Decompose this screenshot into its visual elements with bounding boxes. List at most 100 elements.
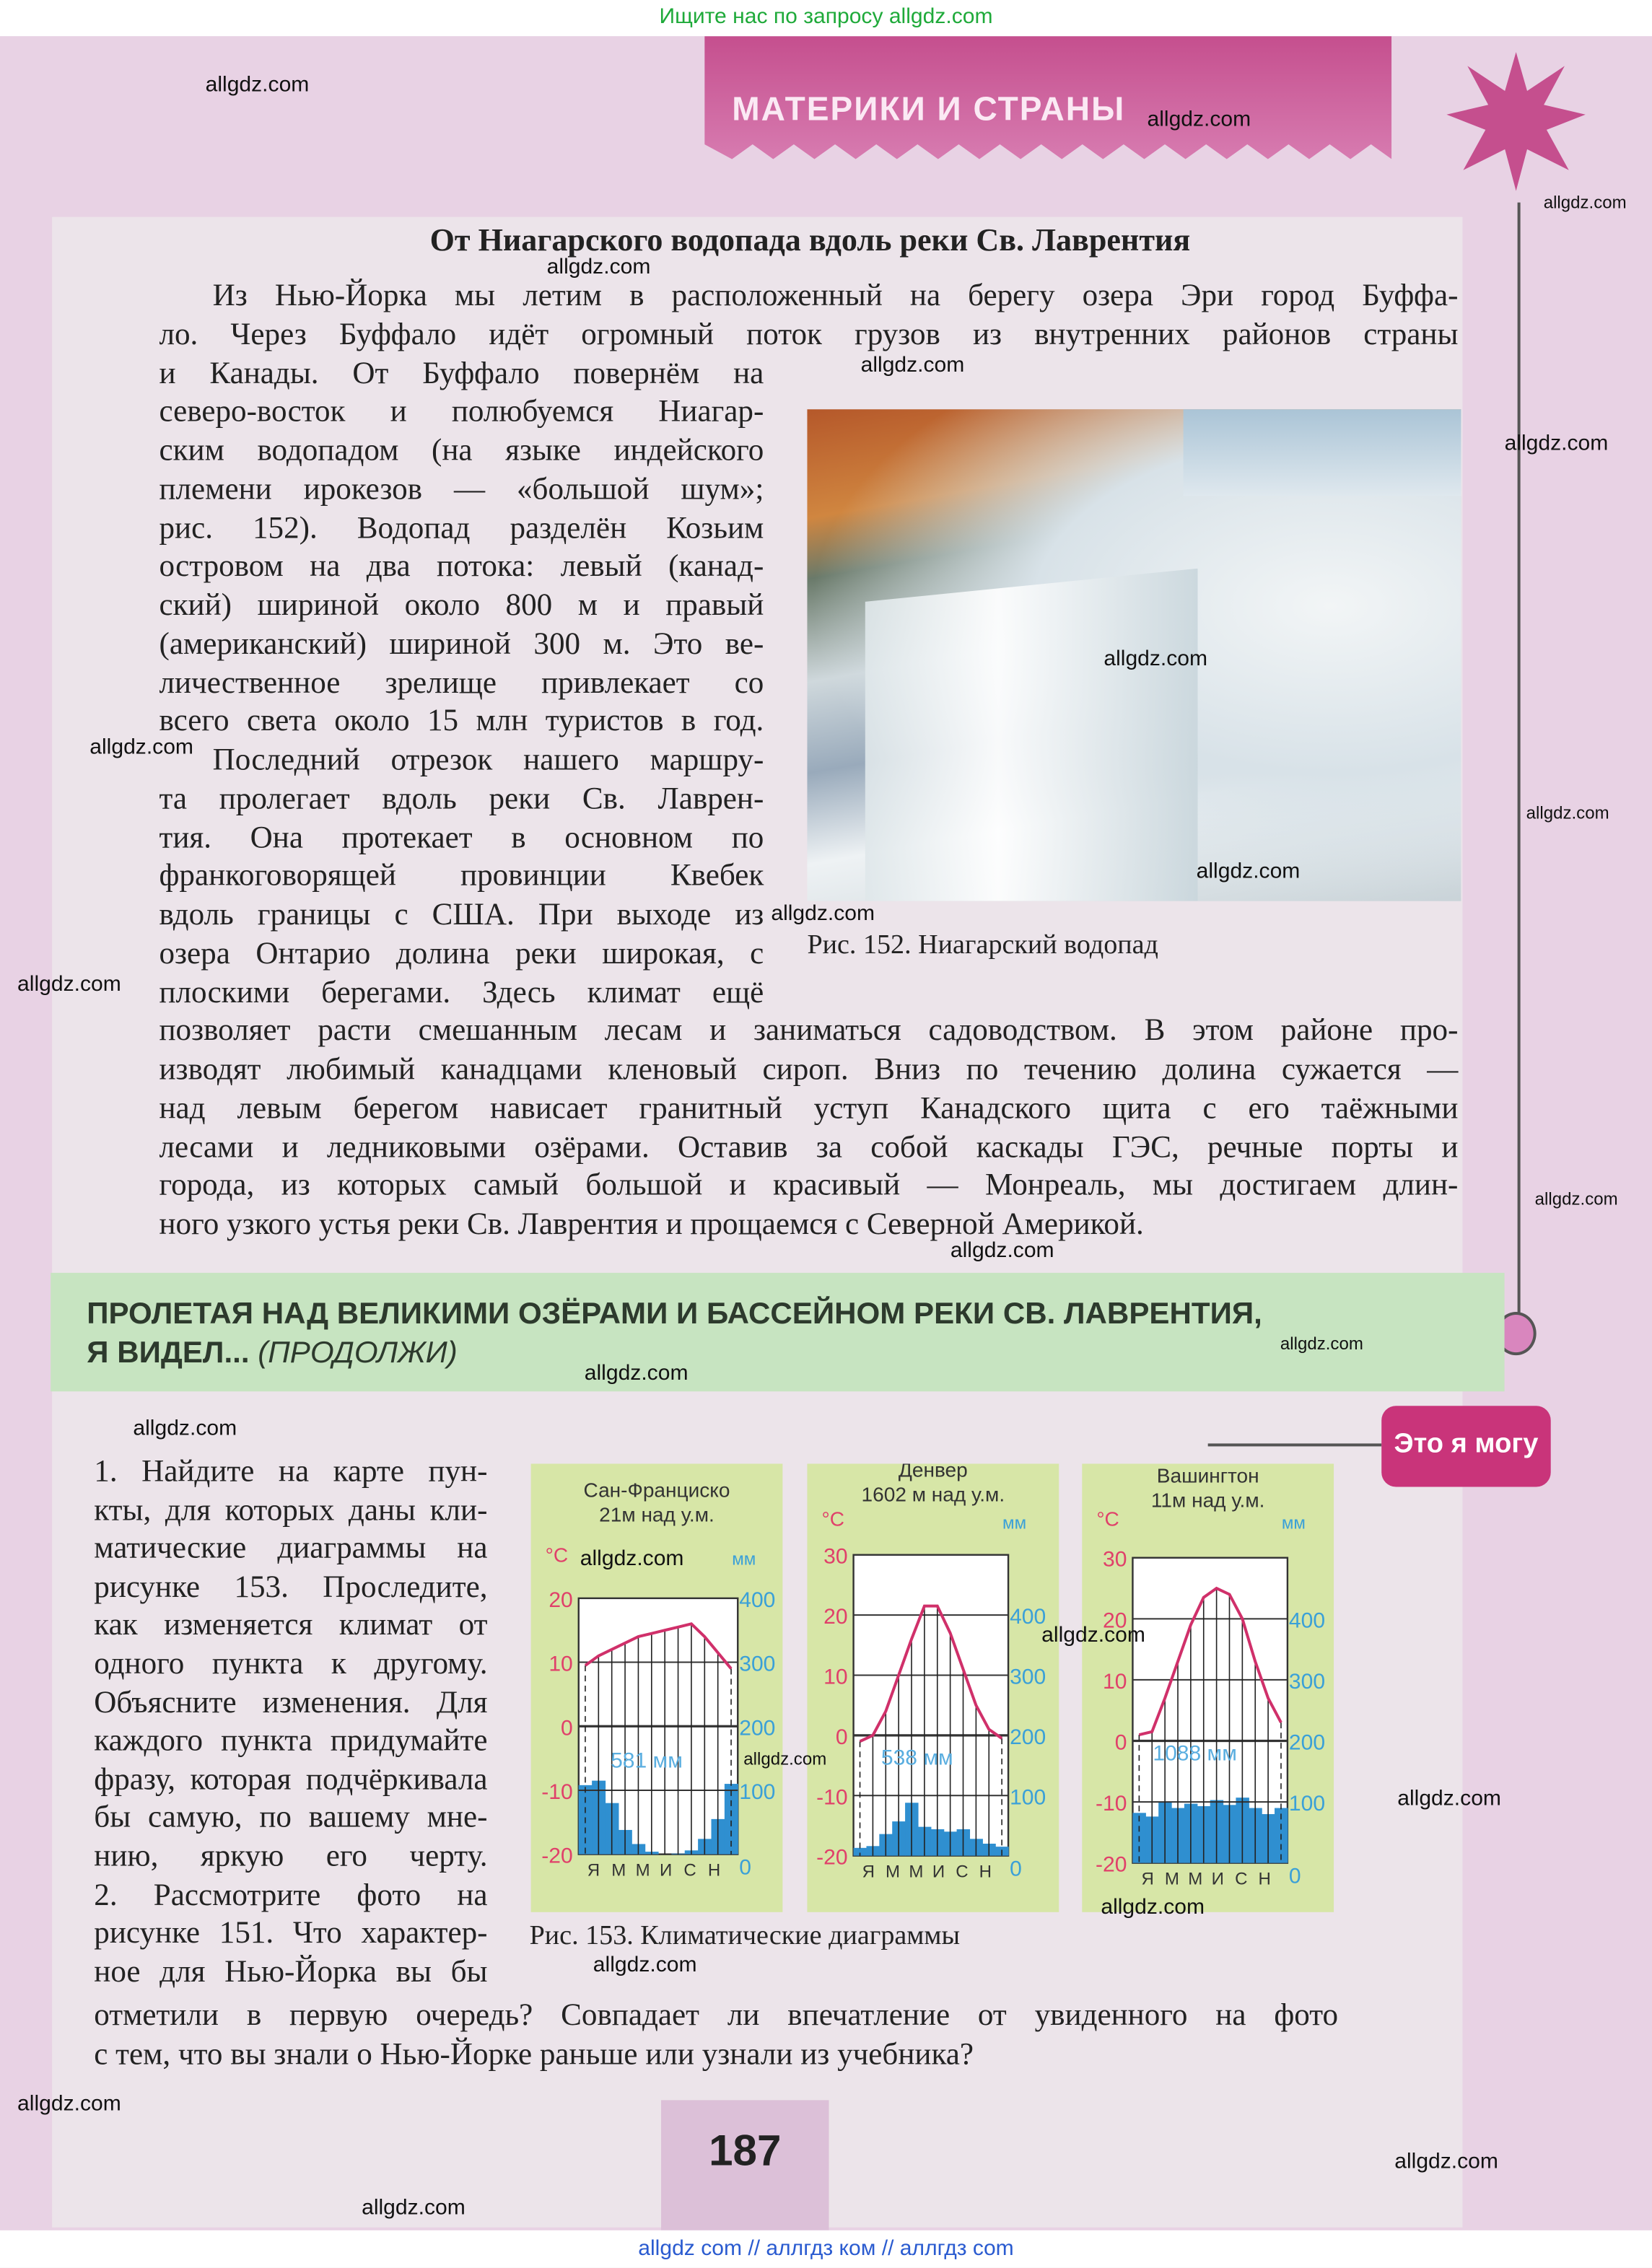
task-line: рисунке 153. Проследите,	[94, 1569, 488, 1604]
watermark: allgdz.com	[17, 2091, 121, 2116]
precip-tick-label: 300	[1010, 1665, 1046, 1689]
chart-subtitle: 21м над у.м.	[599, 1504, 714, 1526]
precip-tick-label: 200	[1289, 1731, 1325, 1755]
watermark: allgdz.com	[1103, 646, 1208, 672]
watermark: allgdz.com	[1394, 2149, 1498, 2174]
precip-tick-label: 200	[739, 1716, 775, 1740]
task-line: Объясните изменения. Для	[94, 1684, 488, 1720]
climate-chart-washington: Вашингтон 11м над у.м. °C мм 30 20 10 0 -10 -20 40…	[1082, 1463, 1334, 1912]
task-line: нию, яркую его черту.	[94, 1838, 488, 1873]
month-label: М	[611, 1861, 626, 1880]
plot-area	[852, 1554, 1010, 1857]
annual-precipitation: 581 мм	[611, 1748, 683, 1772]
article-line: Последний отрезок нашего маршру-	[212, 742, 764, 777]
bottom-banner[interactable]: allgdz com // аллгдз ком // аллгдз com	[0, 2230, 1652, 2268]
watermark: allgdz.com	[1196, 859, 1301, 884]
month-label: Я	[862, 1862, 875, 1882]
photo-sky	[1183, 409, 1461, 496]
top-banner[interactable]: Ищите нас по запросу allgdz.com	[0, 0, 1652, 37]
watermark: allgdz.com	[1526, 802, 1609, 823]
month-label: М	[1188, 1870, 1202, 1889]
temp-tick-label: 0	[1115, 1731, 1127, 1755]
task-line: одного пункта к другому.	[94, 1646, 488, 1681]
precip-tick-label: 0	[1010, 1857, 1022, 1881]
star-icon	[1446, 52, 1586, 191]
temp-unit-label: °C	[546, 1544, 568, 1567]
temp-tick-label: -10	[1096, 1792, 1127, 1816]
article-line: племени ирокезов — «большой шум»;	[159, 470, 764, 507]
article-line: плоскими берегами. Здесь климат ещё	[159, 973, 764, 1010]
article-line: лесами и ледниковыми озёрами. Оставив за…	[159, 1129, 1459, 1164]
article-line: личественное зрелище привлекает со	[159, 665, 764, 700]
niagara-falls-photo	[807, 409, 1461, 901]
temp-tick-label: 0	[836, 1725, 848, 1749]
watermark: allgdz.com	[860, 353, 965, 378]
precip-tick-label: 0	[739, 1856, 751, 1880]
month-label: М	[909, 1862, 923, 1882]
annual-precipitation: 1088 мм	[1153, 1741, 1237, 1765]
watermark: allgdz.com	[593, 1952, 697, 1978]
month-label: М	[886, 1862, 900, 1882]
climate-chart-denver: Денвер 1602 м над у.м. °C мм 30 20 10 0 -10 -20 40…	[807, 1463, 1059, 1912]
watermark: allgdz.com	[743, 1748, 827, 1769]
section-band	[51, 1272, 1505, 1392]
watermark: allgdz.com	[950, 1238, 1054, 1263]
timeline-line	[1517, 202, 1521, 1317]
watermark: allgdz.com	[17, 971, 121, 997]
chart-caption: Рис. 153. Климатические диаграммы	[529, 1920, 961, 1951]
precip-tick-label: 100	[1010, 1785, 1046, 1809]
precip-tick-label: 300	[1289, 1670, 1325, 1694]
temp-tick-label: -20	[816, 1846, 847, 1870]
watermark: allgdz.com	[1147, 107, 1251, 132]
article-line: северо-восток и полюбуемся Ниагар-	[159, 393, 764, 429]
chart-subtitle: 11м над у.м.	[1151, 1489, 1265, 1512]
temp-unit-label: °C	[821, 1508, 844, 1531]
watermark: allgdz.com	[1041, 1622, 1145, 1648]
section-header-tab	[704, 36, 1392, 159]
month-label: Я	[587, 1861, 600, 1880]
article-line: ским водопадом (на языке индейского	[159, 432, 764, 468]
article-line: озера Онтарио долина реки широкая, с	[159, 935, 764, 971]
climate-chart-san-francisco: Сан-Франциско 21м над у.м. °C мм 20 10 0 -10 -20…	[530, 1463, 783, 1912]
temperature-line	[1138, 1586, 1282, 1736]
watermark: allgdz.com	[1504, 431, 1609, 456]
article-title: От Ниагарского водопада вдоль реки Св. Л…	[429, 221, 1191, 258]
task-line: отметили в первую очередь? Совпадает ли …	[94, 1997, 1339, 2033]
chart-subtitle: 1602 м над у.м.	[862, 1484, 1005, 1506]
article-line: ский) шириной около 800 м и правый	[159, 587, 764, 622]
article-line: позволяет расти смешанным лесам и занима…	[159, 1012, 1459, 1048]
precip-unit-label: мм	[732, 1550, 756, 1569]
precip-tick-label: 400	[1010, 1605, 1046, 1629]
month-label: С	[683, 1861, 696, 1880]
temp-tick-label: 30	[823, 1545, 847, 1569]
month-label: Я	[1141, 1870, 1153, 1889]
chart-title: Вашингтон	[1157, 1465, 1259, 1487]
temp-tick-label: 10	[823, 1665, 847, 1689]
chart-title: Сан-Франциско	[584, 1479, 730, 1502]
task-line: фразу, которая подчёркивала	[94, 1761, 488, 1797]
precip-tick-label: 400	[739, 1588, 775, 1612]
temp-tick-label: 20	[1103, 1608, 1127, 1632]
watermark: allgdz.com	[546, 254, 651, 279]
month-label: Н	[1258, 1870, 1270, 1889]
section-band-title: ПРОЛЕТАЯ НАД ВЕЛИКИМИ ОЗЁРАМИ И БАССЕЙНО…	[87, 1295, 1262, 1372]
temp-tick-label: 0	[561, 1716, 573, 1740]
article-line: франкоговорящей провинции Квебек	[159, 858, 764, 893]
article-line: тия. Она протекает в основном по	[159, 819, 764, 854]
article-line: изводят любимый канадцами кленовый сироп…	[159, 1051, 1459, 1087]
watermark: allgdz.com	[1534, 1188, 1618, 1209]
precip-tick-label: 0	[1289, 1865, 1301, 1888]
temp-tick-label: 20	[823, 1605, 847, 1629]
watermark: allgdz.com	[580, 1546, 684, 1571]
watermark: allgdz.com	[1280, 1334, 1363, 1354]
precipitation-bar	[853, 1847, 867, 1856]
article-line: островом на два потока: левый (канад-	[159, 548, 764, 584]
temp-tick-label: -10	[541, 1780, 572, 1804]
article-line: ного узкого устья реки Св. Лаврентия и п…	[159, 1206, 1144, 1241]
band-line-2: Я ВИДЕЛ...	[87, 1336, 250, 1370]
month-label: С	[956, 1862, 968, 1882]
temp-tick-label: 10	[1103, 1670, 1127, 1694]
article-line: над левым берегом нависает гранитный уст…	[159, 1090, 1459, 1125]
